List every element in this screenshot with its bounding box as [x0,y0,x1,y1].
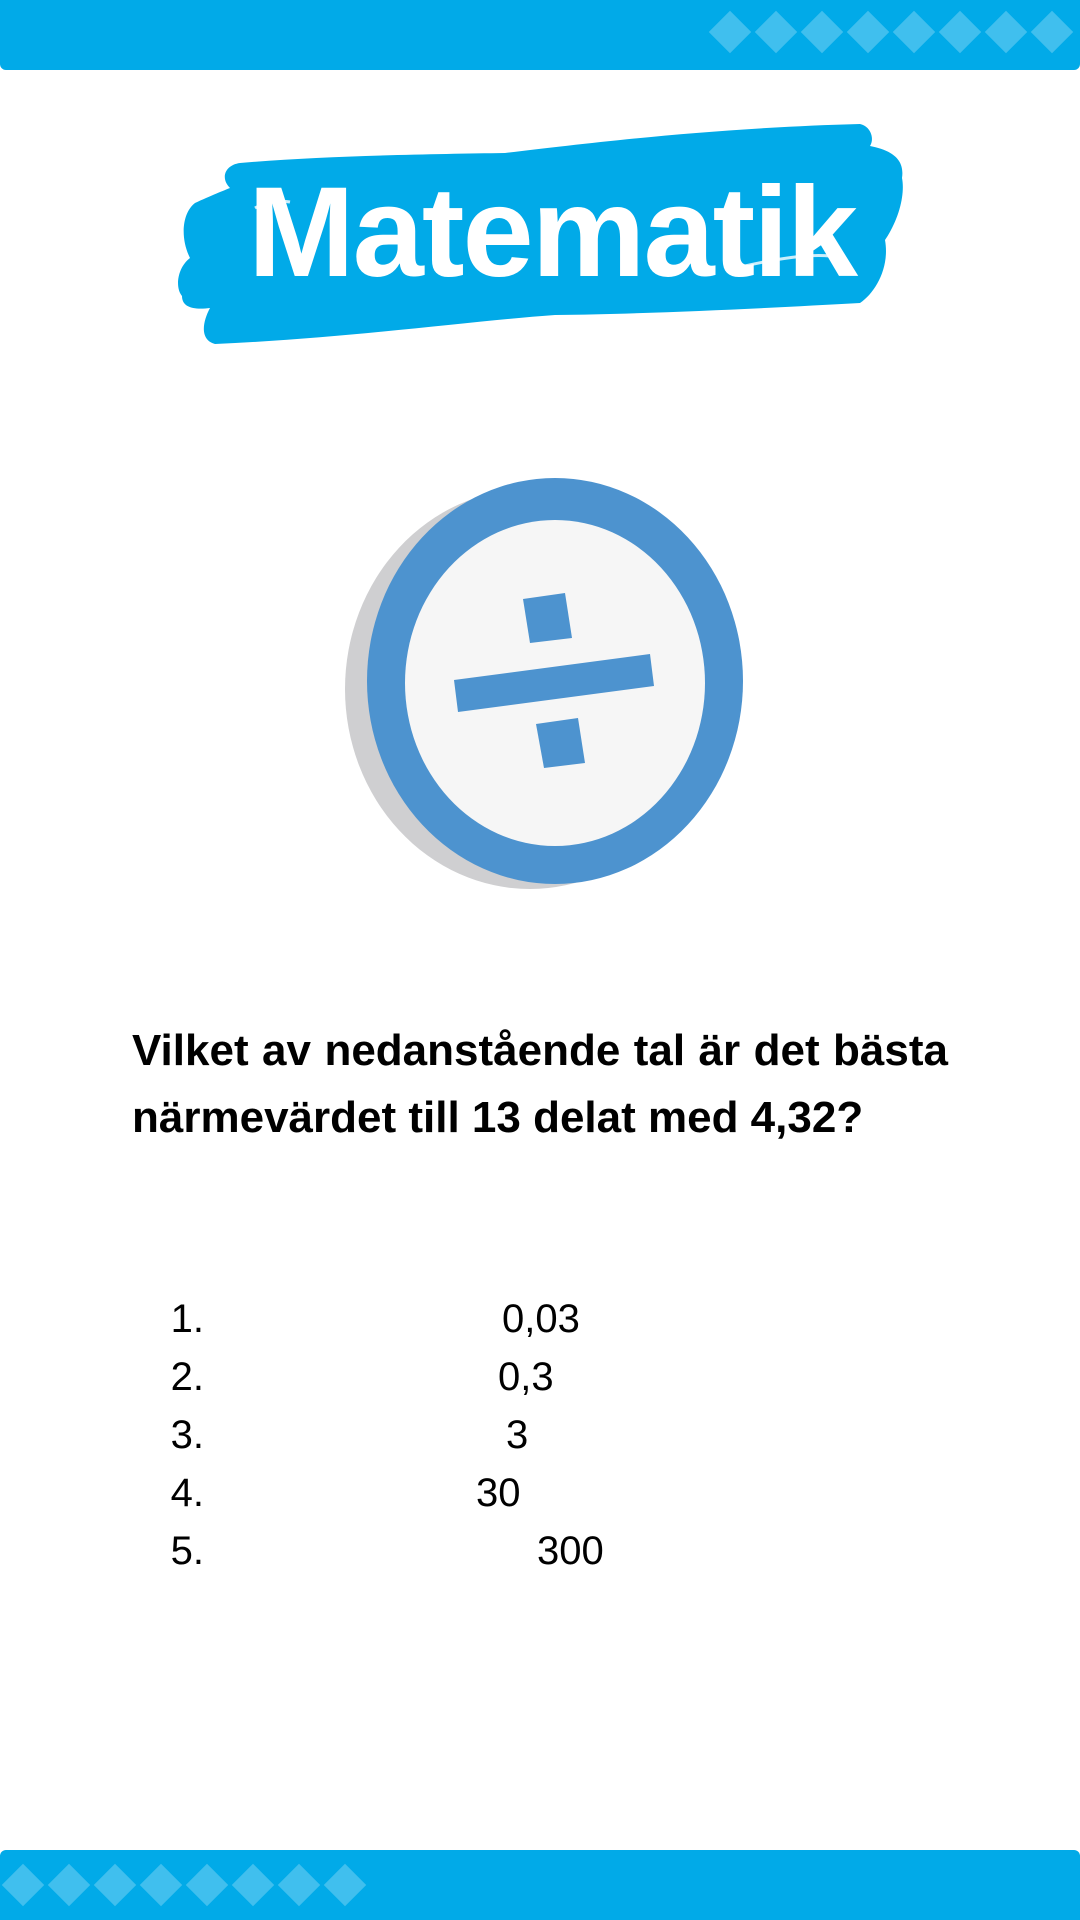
diamond-decoration [277,1863,321,1907]
division-bar [454,654,654,712]
diamond-decoration [139,1863,183,1907]
top-bar [0,0,1080,70]
diamond-decoration [984,10,1028,54]
division-dot-top [523,593,572,643]
diamond-decoration [892,10,936,54]
diamond-decoration [185,1863,229,1907]
diamond-decoration [754,10,798,54]
option-number: 1. [170,1297,204,1341]
brush-stroke-shape [178,124,903,344]
diamond-decoration [800,10,844,54]
option-number: 2. [170,1355,204,1399]
question-text: Vilket av nedanstående tal är det bästa … [132,1026,948,1142]
option-value: 300 [537,1529,604,1573]
answer-option: 4. 30 [0,1464,1080,1522]
option-number: 3. [170,1413,204,1457]
answer-option: 5. 300 [0,1522,1080,1580]
diamond-decoration [708,10,752,54]
diamond-decoration [846,10,890,54]
option-value: 0,03 [502,1297,580,1341]
option-value: 3 [506,1413,529,1457]
title-banner: Matematik [170,118,910,348]
division-dot-bottom [536,718,585,768]
diamond-decoration [938,10,982,54]
diamond-decoration [1,1863,45,1907]
diamond-decoration [323,1863,367,1907]
answer-option: 2. 0,3 [0,1348,1080,1406]
page-title: Matematik [248,161,858,304]
diamond-decoration [47,1863,91,1907]
answer-options: 1. 0,03 2. 0,3 3. 3 4. 30 5. 300 [0,1290,1080,1580]
option-number: 4. [170,1471,204,1515]
division-icon [345,478,743,889]
diamond-decoration [93,1863,137,1907]
diamond-decoration [231,1863,275,1907]
option-number: 5. [170,1529,204,1573]
option-value: 30 [476,1471,521,1515]
answer-option: 1. 0,03 [0,1290,1080,1348]
diamond-decoration [1030,10,1074,54]
option-value: 0,3 [498,1355,554,1399]
answer-option: 3. 3 [0,1406,1080,1464]
bottom-bar [0,1850,1080,1920]
